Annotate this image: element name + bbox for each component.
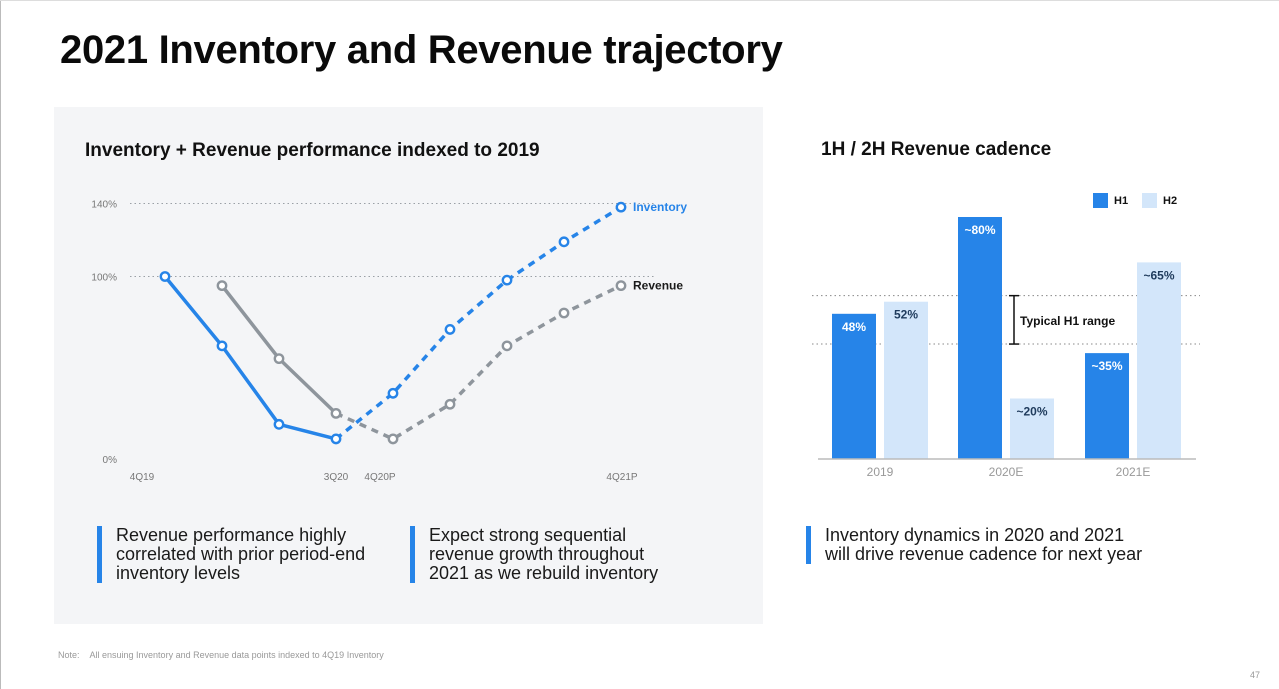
x-tick-label: 4Q20P: [364, 472, 395, 483]
x-tick-label: 4Q21P: [606, 472, 637, 483]
revenue-point: [387, 433, 399, 445]
bar-chart-title: 1H / 2H Revenue cadence: [821, 139, 1052, 160]
y-tick-label: 140%: [91, 200, 117, 211]
bar-h1-2019: [832, 313, 876, 459]
revenue-point: [558, 307, 570, 319]
bar-h2-2021e: [1137, 262, 1181, 459]
inventory-actual-line: [163, 275, 337, 441]
callout-3: Inventory dynamics in 2020 and 2021 will…: [806, 526, 1145, 564]
revenue-point: [216, 280, 228, 292]
revenue-projected-line: [335, 284, 622, 441]
footnote: Note: All ensuing Inventory and Revenue d…: [58, 650, 394, 660]
h1-range-annotation: Typical H1 range: [1020, 314, 1115, 328]
line-chart-title: Inventory + Revenue performance indexed …: [85, 140, 540, 161]
bar-category-label: 2020E: [989, 465, 1024, 479]
legend-swatch-h1: [1093, 193, 1108, 208]
bar-data-label: 48%: [842, 320, 866, 334]
bar-data-label: ~65%: [1143, 268, 1174, 282]
inventory-point: [273, 418, 285, 430]
callout-1: Revenue performance highly correlated wi…: [97, 526, 378, 583]
inventory-point: [330, 433, 342, 445]
slide-frame-left: [0, 0, 1, 689]
revenue-point: [444, 398, 456, 410]
bar-data-label: ~20%: [1016, 405, 1047, 419]
inventory-series-label: Inventory: [633, 200, 687, 214]
bar-h2-2019: [884, 301, 928, 459]
bar-data-label: ~80%: [964, 223, 995, 237]
inventory-point: [615, 201, 627, 213]
inventory-point: [444, 324, 456, 335]
revenue-point: [501, 340, 513, 352]
inventory-point: [159, 271, 171, 282]
bar-category-label: 2021E: [1116, 465, 1151, 479]
y-tick-label: 100%: [91, 273, 117, 284]
revenue-actual-line: [220, 284, 338, 415]
bar-h1-2020e: [958, 217, 1002, 459]
slide-frame-top: [0, 0, 1279, 1]
page-number: 47: [1250, 670, 1261, 680]
y-tick-label: 0%: [103, 455, 118, 466]
revenue-series-label: Revenue: [633, 279, 683, 293]
legend-label-h1: H1: [1114, 195, 1128, 207]
inventory-point: [501, 274, 513, 286]
inventory-point: [387, 387, 399, 399]
x-tick-label: 4Q19: [130, 472, 155, 483]
footnote-label: Note:: [58, 650, 80, 660]
x-tick-label: 3Q20: [324, 472, 349, 483]
bar-data-label: ~35%: [1091, 359, 1122, 373]
revenue-point: [330, 407, 342, 419]
revenue-point: [273, 353, 285, 365]
inventory-projected-line: [334, 205, 622, 441]
inventory-point: [558, 236, 570, 248]
bar-category-label: 2019: [867, 465, 894, 479]
inventory-point: [216, 340, 228, 352]
legend-label-h2: H2: [1163, 195, 1177, 207]
slide-title: 2021 Inventory and Revenue trajectory: [60, 28, 783, 72]
bar-h2-2020e: [1010, 398, 1054, 459]
revenue-point: [615, 280, 627, 292]
footnote-text: All ensuing Inventory and Revenue data p…: [89, 650, 384, 660]
callout-2: Expect strong sequential revenue growth …: [410, 526, 679, 583]
legend-swatch-h2: [1142, 193, 1157, 208]
left-chart-panel: [54, 107, 763, 624]
bar-h1-2021e: [1085, 353, 1129, 459]
bar-data-label: 52%: [894, 308, 918, 322]
